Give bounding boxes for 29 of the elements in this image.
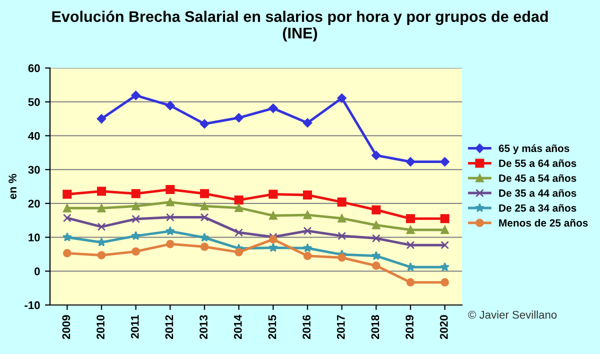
legend-label: De 35 a 44 años — [499, 189, 576, 197]
x-tick-label: 2015 — [268, 315, 276, 340]
y-tick-label: 0 — [34, 267, 40, 276]
x-tick-label: 2017 — [336, 315, 345, 340]
x-tick-label: 2009 — [62, 315, 70, 340]
y-tick-label: 20 — [28, 200, 40, 208]
x-tick-label: 2011 — [130, 315, 139, 338]
y-tick-label: 40 — [28, 132, 40, 140]
x-tick-label: 2010 — [96, 315, 104, 340]
x-tick-label: 2019 — [406, 315, 414, 340]
y-tick-label: 30 — [28, 166, 40, 174]
y-tick-label: -10 — [24, 301, 40, 310]
x-tick-label: 2012 — [165, 315, 174, 340]
x-tick-label: 2016 — [302, 315, 310, 340]
y-axis-title: en % — [8, 174, 16, 200]
y-tick-label: 10 — [28, 234, 40, 242]
x-tick-label: 2020 — [440, 315, 448, 340]
legend-label: Menos de 25 años — [499, 218, 588, 227]
chart-title: Evolución Brecha Salarial en salarios por hora y por grupos de edad (INE) — [52, 10, 548, 42]
x-tick-label: 2014 — [234, 314, 242, 340]
y-tick-label: 60 — [28, 64, 40, 72]
legend-label: De 45 a 54 años — [499, 174, 576, 182]
legend-label: 65 y más años — [498, 144, 570, 154]
text: © Javier Sevillano — [468, 310, 557, 319]
legend-label: De 25 a 34 años — [499, 204, 576, 212]
x-tick-label: 2018 — [371, 315, 380, 340]
legend-label: De 55 a 64 años — [499, 159, 576, 167]
y-tick-label: 50 — [28, 98, 40, 106]
x-tick-label: 2013 — [200, 315, 208, 340]
